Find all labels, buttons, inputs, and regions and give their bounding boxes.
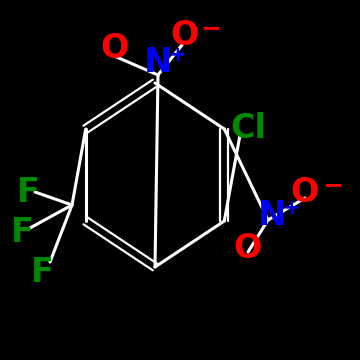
Text: O: O — [291, 176, 319, 208]
Text: N: N — [144, 45, 172, 78]
Text: Cl: Cl — [230, 112, 266, 144]
Text: F: F — [31, 256, 53, 288]
Text: O: O — [101, 32, 129, 64]
Text: +: + — [169, 45, 187, 65]
Text: O: O — [234, 231, 262, 265]
Text: −: − — [322, 173, 343, 197]
Text: O: O — [171, 18, 199, 51]
Text: F: F — [17, 176, 40, 208]
Text: N: N — [258, 198, 286, 231]
Text: F: F — [10, 216, 33, 248]
Text: −: − — [200, 16, 221, 40]
Text: +: + — [283, 198, 301, 218]
